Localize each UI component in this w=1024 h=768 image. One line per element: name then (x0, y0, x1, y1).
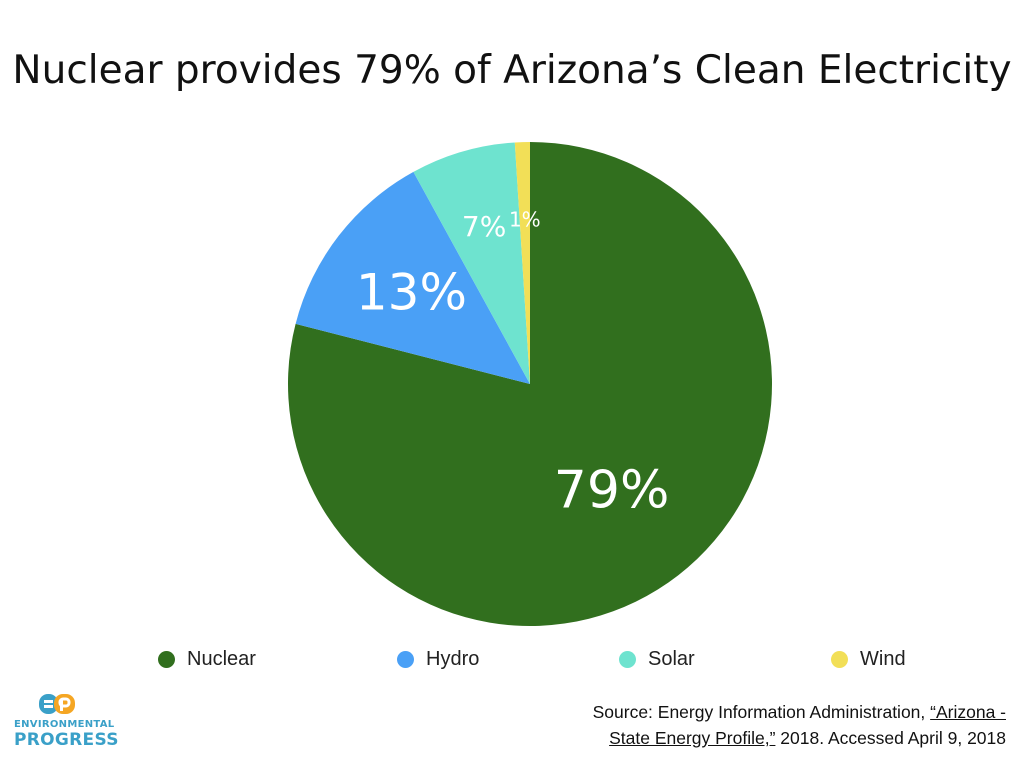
pie-slice-labels: 79% 13% 7% 1% (356, 208, 669, 521)
legend-swatch-hydro (397, 651, 414, 668)
legend-item-solar: Solar (619, 648, 695, 671)
legend-label-solar: Solar (648, 648, 695, 670)
source-prefix: Source: Energy Information Administratio… (592, 702, 931, 722)
chart-legend: Nuclear Hydro Solar Wind (0, 648, 1024, 674)
pie-label-nuclear: 79% (554, 460, 670, 520)
legend-label-wind: Wind (860, 648, 906, 670)
source-link-part1[interactable]: “Arizona - (930, 702, 1006, 722)
legend-item-hydro: Hydro (397, 648, 479, 671)
source-citation: Source: Energy Information Administratio… (536, 699, 1006, 751)
pie-label-hydro: 13% (356, 264, 467, 322)
pie-slice-solar (413, 142, 530, 384)
environmental-progress-logo: ENVIRONMENTAL PROGRESS (14, 692, 119, 752)
source-link-part2[interactable]: State Energy Profile,” (609, 728, 776, 748)
source-suffix: 2018. Accessed April 9, 2018 (775, 728, 1006, 748)
logo-text-progress: PROGRESS (14, 730, 119, 750)
legend-swatch-nuclear (158, 651, 175, 668)
pie-slice-hydro (295, 171, 530, 384)
logo-text-environmental: ENVIRONMENTAL (14, 719, 115, 730)
pie-label-solar: 7% (462, 210, 506, 243)
legend-label-hydro: Hydro (426, 648, 480, 670)
legend-label-nuclear: Nuclear (187, 648, 256, 670)
legend-swatch-wind (831, 651, 848, 668)
ep-logo-icon (39, 694, 75, 714)
legend-swatch-solar (619, 651, 636, 668)
chart-title: Nuclear provides 79% of Arizona’s Clean … (12, 48, 1012, 93)
pie-label-wind: 1% (509, 208, 541, 232)
legend-item-wind: Wind (831, 648, 906, 671)
pie-slice-wind (514, 142, 530, 384)
pie-slices (287, 142, 772, 626)
legend-item-nuclear: Nuclear (158, 648, 256, 671)
